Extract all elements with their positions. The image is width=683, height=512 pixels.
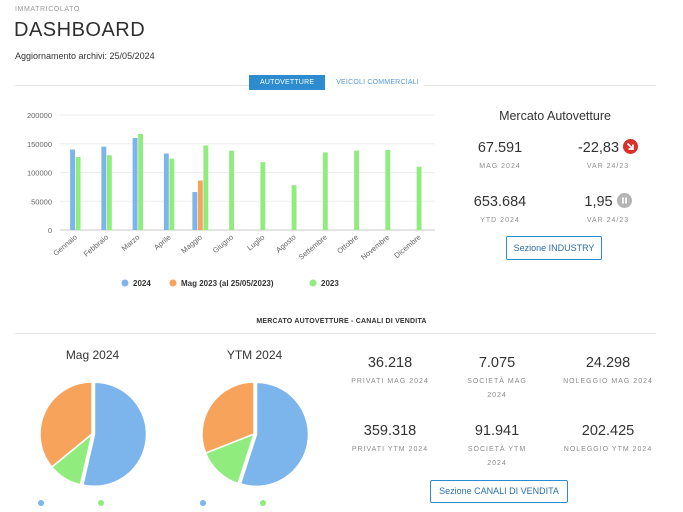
- x-tick-label: Agosto: [274, 233, 298, 255]
- pie-title-mag: Mag 2024: [65, 348, 120, 362]
- stat-privati-ytm: 359.318 PRIVATI YTM 2024: [340, 423, 440, 457]
- y-tick-label: 100000: [27, 169, 52, 178]
- bar-mag-2023-al-25-05-2023-: [197, 180, 203, 230]
- y-tick-label: 200000: [27, 111, 52, 120]
- channels-section-button[interactable]: Sezione CANALI DI VENDITA: [430, 480, 568, 503]
- pie-legend: [36, 500, 146, 506]
- pie-slice: [39, 381, 93, 469]
- legend-label: 2024: [133, 279, 151, 288]
- pie-slice: [81, 381, 148, 488]
- vehicle-tabs: AUTOVETTURE VEICOLI COMMERCIALI: [249, 75, 430, 90]
- bar-2023: [322, 152, 328, 230]
- stat-value: -22,83: [577, 140, 620, 156]
- bar-2023: [106, 155, 112, 230]
- pie-chart-ytm: [201, 381, 310, 488]
- divider: [15, 333, 656, 334]
- stat-var-ytd: 1,95 VAR 24/23: [558, 192, 658, 228]
- page-title: DASHBOARD: [14, 19, 146, 41]
- x-tick-label: Gennaio: [51, 233, 79, 258]
- stat-value: 359.318: [363, 423, 417, 439]
- bar-2023: [416, 166, 422, 230]
- pie-title-ytm: YTM 2024: [226, 348, 283, 362]
- stat-value: 202.425: [581, 423, 635, 439]
- pie-legend: [198, 500, 308, 506]
- x-tick-label: Giugno: [211, 233, 235, 255]
- bar-2023: [169, 158, 175, 230]
- stat-value: 1,95: [584, 194, 613, 210]
- bar-2023: [75, 156, 81, 230]
- stat-label: VAR 24/23: [586, 163, 630, 170]
- y-tick-label: 50000: [31, 197, 52, 206]
- pie-slice: [239, 381, 310, 488]
- stat-privati-mag: 36.218 PRIVATI MAG 2024: [340, 355, 440, 389]
- bar-2023: [138, 133, 144, 230]
- channels-section-title: MERCATO AUTOVETTURE - CANALI DI VENDITA: [256, 318, 427, 325]
- stat-societa-mag: 7.075 SOCIETÀ MAG 2024: [457, 355, 537, 403]
- bar-2023: [385, 150, 391, 230]
- legend-label: 2023: [321, 279, 339, 288]
- divider: [424, 85, 656, 86]
- bar-2023: [291, 185, 297, 230]
- x-tick-label: Aprile: [152, 233, 172, 252]
- registrations-bar-chart: 0 50000 100000 150000 200000 Gennaio Febbraio M…: [27, 111, 435, 288]
- tab-autovetture[interactable]: AUTOVETTURE: [249, 75, 326, 90]
- stat-value: 653.684: [473, 194, 527, 210]
- x-tick-label: Ottobre: [335, 233, 360, 256]
- stat-value: 91.941: [474, 423, 520, 439]
- x-tick-label: Dicembre: [392, 233, 422, 261]
- stat-value: 36.218: [367, 355, 413, 371]
- industry-section-button[interactable]: Sezione INDUSTRY: [506, 236, 602, 260]
- stat-societa-ytm: 91.941 SOCIETÀ YTM 2024: [457, 423, 537, 471]
- x-tick-label: Maggio: [179, 233, 204, 256]
- stat-var-mag: -22,83 VAR 24/23: [558, 138, 658, 174]
- tab-veicoli-commerciali[interactable]: VEICOLI COMMERCIALI: [336, 79, 419, 86]
- stat-label: NOLEGGIO MAG 2024: [563, 378, 653, 385]
- stat-ytd-2024: 653.684 YTD 2024: [450, 194, 550, 228]
- bar-2024: [192, 192, 198, 230]
- stat-label: YTD 2024: [480, 217, 520, 224]
- stat-label: SOCIETÀ YTM 2024: [467, 446, 527, 467]
- y-tick-label: 150000: [27, 140, 52, 149]
- stat-label: MAG 2024: [479, 163, 521, 170]
- stat-label: SOCIETÀ MAG 2024: [467, 378, 527, 399]
- stat-label: NOLEGGIO YTM 2024: [563, 446, 653, 453]
- stat-noleggio-ytm: 202.425 NOLEGGIO YTM 2024: [563, 423, 653, 457]
- stat-label: PRIVATI MAG 2024: [351, 378, 429, 385]
- market-title: Mercato Autovetture: [499, 109, 611, 123]
- archive-update-text: Aggiornamento archivi: 25/05/2024: [15, 51, 155, 61]
- stat-label: PRIVATI YTM 2024: [351, 446, 429, 453]
- stat-value: 67.591: [477, 140, 523, 156]
- bar-2023: [203, 145, 209, 230]
- divider: [15, 85, 249, 86]
- page-eyebrow: IMMATRICOLATO: [15, 6, 80, 13]
- legend-label: Mag 2023 (al 25/05/2023): [181, 279, 274, 288]
- legend-marker: [121, 279, 129, 287]
- legend-marker: [169, 279, 177, 287]
- legend-marker: [309, 279, 317, 287]
- bar-2023: [354, 150, 360, 230]
- pie-slice: [201, 381, 255, 455]
- x-tick-label: Luglio: [245, 233, 266, 253]
- stat-mag-2024: 67.591 MAG 2024: [450, 140, 550, 174]
- x-tick-label: Settembre: [297, 233, 329, 262]
- pause-icon: [616, 192, 632, 208]
- x-tick-label: Febbraio: [82, 233, 110, 259]
- bar-2024: [163, 153, 169, 230]
- stat-label: VAR 24/23: [586, 217, 630, 224]
- x-tick-label: Marzo: [120, 233, 142, 253]
- bar-2024: [101, 146, 107, 230]
- arrow-down-right-icon: [623, 138, 639, 154]
- stat-noleggio-mag: 24.298 NOLEGGIO MAG 2024: [563, 355, 653, 389]
- bar-2024: [132, 138, 138, 230]
- bar-2024: [70, 149, 76, 230]
- x-tick-label: Novembre: [359, 233, 391, 262]
- pie-chart-mag: [39, 381, 148, 488]
- y-tick-label: 0: [48, 226, 52, 235]
- bar-2023: [260, 162, 266, 230]
- stat-value: 7.075: [478, 355, 516, 371]
- bar-2023: [229, 150, 235, 230]
- stat-value: 24.298: [585, 355, 631, 371]
